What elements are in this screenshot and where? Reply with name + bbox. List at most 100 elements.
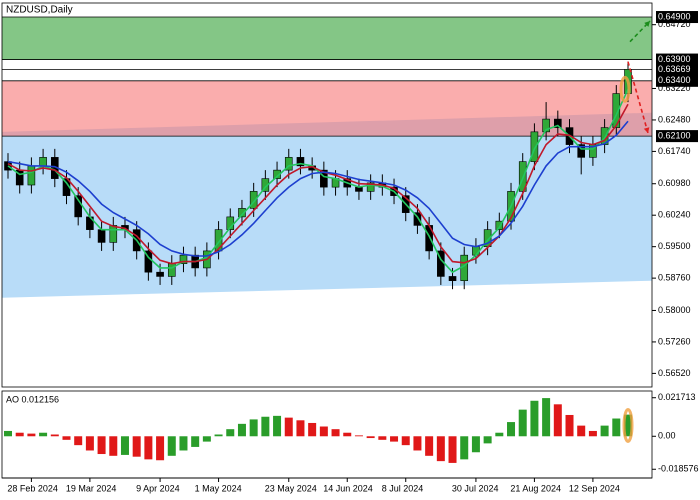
x-tick-label: 30 Jul 2024: [452, 483, 499, 493]
level-box: [656, 11, 698, 24]
x-tick-label: 14 Jun 2024: [323, 483, 373, 493]
candle-body: [109, 225, 118, 243]
y-tick-label: 0.56520: [658, 368, 691, 378]
x-tick-label: 21 Aug 2024: [510, 483, 561, 493]
ao-bar: [460, 436, 469, 460]
ao-bar: [565, 414, 574, 437]
ma-line: [7, 88, 629, 274]
highlight: [619, 75, 631, 103]
ao-y-tick-label: 0.00: [658, 431, 676, 441]
candle-body: [296, 157, 305, 167]
ao-bar: [600, 425, 609, 437]
ao-bar: [191, 436, 200, 447]
candle-body: [238, 208, 246, 218]
candle-body: [320, 169, 328, 188]
candle-body: [156, 271, 164, 277]
level-box: [656, 63, 698, 76]
candle-body: [27, 165, 36, 186]
y-tick-label: 0.60240: [658, 210, 691, 220]
ao-bar: [354, 435, 363, 437]
ao-bar: [518, 409, 527, 437]
channel: [2, 112, 652, 298]
candle-body: [366, 182, 375, 192]
x-tick-label: 9 Apr 2024: [136, 483, 180, 493]
ao-y-tick-label: -0.018576: [658, 464, 699, 474]
level-label: 0.64900: [658, 11, 691, 21]
ao-bar: [483, 436, 492, 444]
ao-bar: [85, 436, 94, 451]
ao-bar: [507, 422, 516, 437]
ao-bar: [4, 430, 12, 437]
ao-bar: [343, 432, 352, 437]
candle-body: [97, 229, 106, 243]
ao-bar: [214, 434, 223, 437]
ao-title: AO 0.012156: [6, 394, 59, 404]
ao-bar: [542, 398, 551, 437]
ao-bar: [495, 432, 504, 437]
ao-bar: [179, 436, 188, 451]
candle-body: [179, 254, 188, 264]
candle-body: [167, 263, 176, 277]
ao-highlight: [622, 407, 634, 443]
ao-bar: [156, 436, 165, 461]
target-arrow-down-head: [643, 127, 650, 134]
ao-bar: [132, 436, 141, 457]
y-tick-label: 0.58760: [658, 273, 691, 283]
level-label: 0.63900: [658, 54, 691, 64]
ao-bar: [249, 419, 258, 437]
ao-bar: [331, 429, 340, 437]
ao-bar: [413, 436, 422, 451]
ao-bar: [390, 436, 399, 442]
candle-body: [249, 191, 258, 209]
ao-bar: [39, 432, 48, 437]
ao-bar: [202, 436, 211, 442]
ao-bar: [167, 436, 176, 456]
ao-bar: [62, 436, 71, 440]
zone: [2, 17, 652, 60]
ao-bar: [50, 434, 59, 437]
x-tick-label: 23 May 2024: [265, 483, 317, 493]
ao-bar: [296, 420, 305, 437]
level-label: 0.62100: [658, 130, 691, 140]
level-box: [656, 53, 698, 66]
ao-bar: [378, 436, 387, 440]
level-label: 0.63669: [658, 64, 691, 74]
y-tick-label: 0.62480: [658, 114, 691, 124]
ao-bar: [27, 433, 36, 437]
x-tick-label: 28 Feb 2024: [7, 483, 58, 493]
x-tick-label: 8 Jul 2024: [382, 483, 424, 493]
y-tick-label: 0.58000: [658, 305, 691, 315]
candle-body: [284, 157, 293, 171]
candle-body: [448, 276, 457, 281]
candle-body: [577, 144, 586, 158]
price-frame: [1, 2, 653, 388]
level-box: [656, 130, 698, 143]
candle-body: [495, 220, 504, 230]
x-tick-label: 1 May 2024: [195, 483, 242, 493]
ao-bar: [624, 414, 632, 437]
y-tick-label: 0.63220: [658, 83, 691, 93]
candle-body: [554, 118, 562, 128]
ao-bar: [109, 436, 118, 456]
ma-line: [7, 103, 629, 265]
ao-bar: [471, 436, 480, 453]
ao-bar: [436, 436, 445, 462]
ao-bar: [120, 436, 129, 455]
y-tick-label: 0.59500: [658, 241, 691, 251]
candle-body: [612, 93, 621, 128]
ao-bar: [401, 436, 410, 446]
ao-bar: [237, 423, 246, 437]
ao-bar: [553, 404, 562, 437]
ao-bar: [425, 436, 434, 456]
candle-body: [39, 157, 47, 167]
candle-body: [542, 118, 550, 133]
ao-bar: [273, 415, 282, 437]
y-tick-label: 0.64720: [658, 19, 691, 29]
ao-bar: [74, 436, 83, 446]
ao-bar: [612, 418, 621, 437]
x-tick-label: 19 Mar 2024: [66, 483, 117, 493]
ao-bar: [366, 436, 375, 439]
level-box: [656, 74, 698, 87]
ao-bar: [308, 422, 317, 437]
